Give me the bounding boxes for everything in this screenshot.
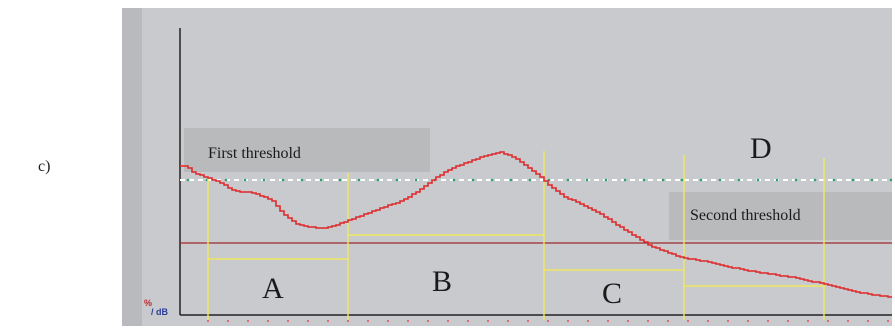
region-c-label: C — [602, 277, 622, 310]
threshold-dot — [794, 178, 798, 182]
second-threshold-label: Second threshold — [690, 207, 801, 224]
first-threshold-label-box — [184, 128, 430, 172]
axis-tick-dot — [807, 320, 809, 322]
axis-tick-dot — [527, 320, 529, 322]
axis-tick-dot — [727, 320, 729, 322]
threshold-dot — [281, 178, 285, 182]
unit-icon-db: / dB — [151, 307, 168, 317]
signal-display: First threshold Second threshold — [122, 8, 892, 326]
axis-tick-dot — [587, 320, 589, 322]
axis-tick-dot — [367, 320, 369, 322]
threshold-dot — [566, 178, 570, 182]
axis-tick-dot — [747, 320, 749, 322]
axis-tick-dot — [627, 320, 629, 322]
axis-tick-dot — [887, 320, 889, 322]
axis-tick-dot — [607, 320, 609, 322]
axis-tick-dot — [827, 320, 829, 322]
axis-tick-dot — [207, 320, 209, 322]
axis-tick-dot — [507, 320, 509, 322]
axis-tick-dot — [667, 320, 669, 322]
axis-tick-dot — [447, 320, 449, 322]
unit-icon: % / dB — [144, 298, 168, 317]
interval-spans — [208, 234, 824, 287]
threshold-dot — [642, 178, 646, 182]
axis-tick-dot — [767, 320, 769, 322]
x-axis-tick-dots — [207, 320, 889, 322]
threshold-dot — [186, 178, 190, 182]
axis-tick-dot — [707, 320, 709, 322]
threshold-dot — [509, 178, 513, 182]
axis-tick-dot — [407, 320, 409, 322]
threshold-dot — [357, 178, 361, 182]
threshold-dot — [661, 178, 665, 182]
second-threshold-label-box — [669, 192, 892, 240]
threshold-dot — [452, 178, 456, 182]
threshold-dot — [224, 178, 228, 182]
threshold-dot — [471, 178, 475, 182]
axis-tick-dot — [647, 320, 649, 322]
axis-tick-dot — [247, 320, 249, 322]
threshold-dot — [718, 178, 722, 182]
axis-tick-dot — [867, 320, 869, 322]
threshold-dot — [870, 178, 874, 182]
axis-tick-dot — [387, 320, 389, 322]
threshold-dot — [395, 178, 399, 182]
threshold-dot — [813, 178, 817, 182]
threshold-dot — [300, 178, 304, 182]
threshold-dot — [338, 178, 342, 182]
threshold-dot — [604, 178, 608, 182]
threshold-dot — [756, 178, 760, 182]
threshold-dot — [851, 178, 855, 182]
threshold-dot — [832, 178, 836, 182]
threshold-dot — [623, 178, 627, 182]
threshold-dot — [699, 178, 703, 182]
threshold-dot — [680, 178, 684, 182]
threshold-dot — [737, 178, 741, 182]
threshold-dot — [775, 178, 779, 182]
axis-tick-dot — [327, 320, 329, 322]
threshold-dot — [585, 178, 589, 182]
axis-tick-dot — [267, 320, 269, 322]
first-threshold-label: First threshold — [208, 145, 301, 162]
threshold-dot — [528, 178, 532, 182]
axis-tick-dot — [227, 320, 229, 322]
axis-tick-dot — [547, 320, 549, 322]
threshold-dot — [490, 178, 494, 182]
left-strip — [122, 8, 142, 326]
axis-tick-dot — [427, 320, 429, 322]
axis-tick-dot — [287, 320, 289, 322]
threshold-dot — [889, 178, 892, 182]
signal-curve — [180, 151, 892, 298]
threshold-dot — [414, 178, 418, 182]
panel-label: c) — [38, 158, 51, 175]
axis-tick-dot — [347, 320, 349, 322]
region-a-label: A — [262, 272, 284, 305]
threshold-dot — [262, 178, 266, 182]
axis-tick-dot — [687, 320, 689, 322]
threshold-dot — [319, 178, 323, 182]
threshold-dot — [376, 178, 380, 182]
signal-plot: First threshold Second threshold — [122, 8, 892, 326]
axis-tick-dot — [307, 320, 309, 322]
unit-icon-percent: % — [144, 298, 152, 308]
region-d-label: D — [750, 132, 772, 165]
threshold-dot — [243, 178, 247, 182]
axis-tick-dot — [787, 320, 789, 322]
region-b-label: B — [432, 265, 452, 298]
axis-tick-dot — [847, 320, 849, 322]
axis-tick-dot — [487, 320, 489, 322]
axis-tick-dot — [567, 320, 569, 322]
axis-tick-dot — [467, 320, 469, 322]
